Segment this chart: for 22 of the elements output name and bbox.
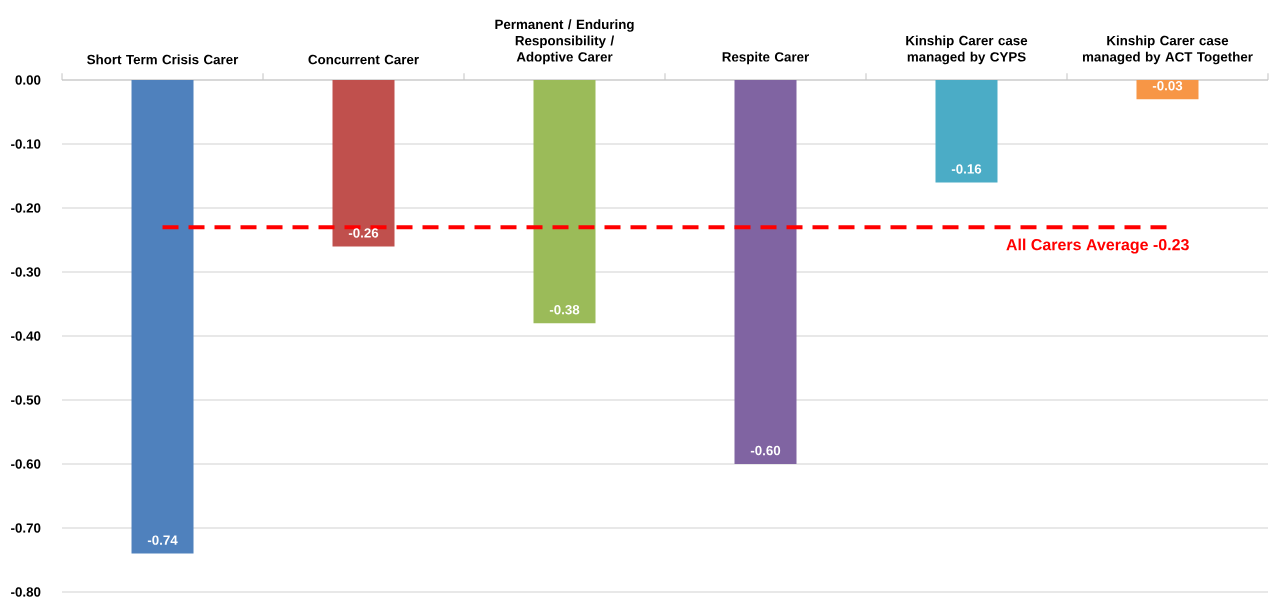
x-tick-label: Short Term Crisis Carer [87,54,239,65]
x-tick-label: Kinship Carer case managed by CYPS [906,35,1028,65]
x-tick-label: Respite Carer [722,51,810,65]
y-tick-label: -0.30 [11,267,41,277]
data-label: -0.38 [549,305,580,315]
x-tick-label: Permanent / Enduring Responsibility / Adoptive Carer [495,19,634,65]
data-label: -0.03 [1152,81,1183,91]
data-label: -0.60 [750,445,781,456]
y-tick-label: 0.00 [15,75,41,85]
y-tick-label: -0.10 [11,139,41,149]
x-tick-label: Kinship Carer case managed by ACT Together [1082,35,1253,65]
data-label: -0.74 [147,535,178,545]
y-tick-label: -0.70 [11,523,41,533]
y-tick-label: -0.60 [11,459,41,469]
x-tick-label: Concurrent Carer [308,54,419,65]
y-tick-label: -0.40 [11,331,41,341]
y-tick-label: -0.20 [11,203,41,213]
data-label: -0.26 [348,228,379,238]
ref-line-label: All Carers Average -0.23 [1006,238,1189,254]
y-tick-label: -0.50 [11,395,41,405]
y-tick-label: -0.80 [11,587,41,597]
data-label: -0.16 [951,164,982,174]
